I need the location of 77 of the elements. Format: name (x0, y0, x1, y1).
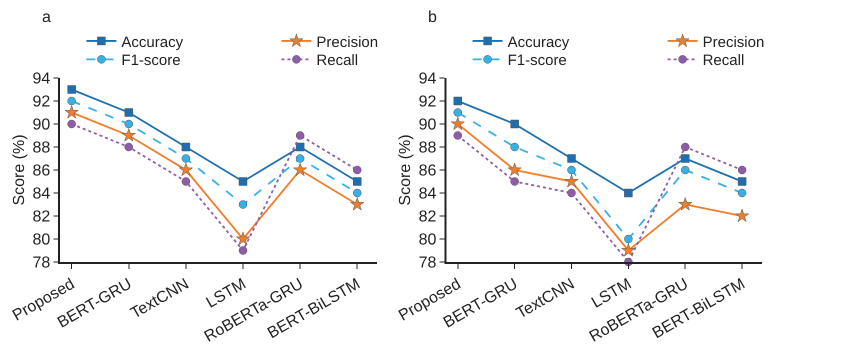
point (238, 200, 248, 209)
legend-label: F1-score (121, 52, 181, 70)
point (454, 131, 462, 140)
y-tick-label: 84 (418, 186, 437, 203)
point (621, 243, 636, 256)
point (450, 116, 465, 130)
chart-title: a (42, 9, 51, 26)
point (182, 177, 190, 186)
point (238, 177, 248, 186)
y-tick-label: 88 (32, 140, 50, 157)
y-tick-label: 94 (32, 70, 50, 88)
y-tick-label: 84 (32, 186, 50, 203)
legend-label: Precision (316, 34, 378, 51)
y-tick-label: 78 (418, 254, 437, 272)
point (296, 131, 304, 140)
legend-label: Accuracy (508, 34, 570, 51)
point (238, 246, 248, 255)
point (454, 108, 462, 117)
point (296, 142, 304, 152)
point (296, 154, 304, 163)
y-tick-label: 82 (418, 208, 437, 226)
y-tick-label: 78 (32, 254, 50, 272)
point (236, 232, 250, 245)
y-tick-label: 90 (32, 116, 50, 134)
point (178, 162, 193, 176)
point (564, 174, 578, 188)
point (738, 177, 746, 186)
point (738, 188, 746, 198)
y-axis-title: Score (%) (397, 134, 414, 206)
y-tick-label: 90 (418, 116, 437, 134)
point (510, 142, 519, 152)
point (124, 108, 134, 117)
point (124, 120, 134, 128)
point (124, 142, 134, 152)
point (454, 96, 462, 106)
point (678, 197, 692, 210)
point (64, 105, 79, 118)
point (567, 188, 576, 198)
point (67, 96, 76, 106)
point (182, 142, 190, 152)
point (182, 154, 190, 163)
chart-title: b (428, 9, 437, 26)
legend-label: Precision (702, 34, 764, 51)
point (624, 188, 633, 198)
point (735, 208, 750, 222)
y-tick-label: 94 (418, 70, 437, 88)
point (510, 177, 519, 186)
y-tick-label: 92 (418, 94, 437, 111)
point (508, 162, 522, 176)
point (122, 128, 136, 142)
legend-label: Recall (702, 52, 744, 70)
y-tick-label: 88 (418, 140, 437, 157)
point (350, 197, 364, 210)
point (680, 166, 690, 174)
legend-label: Accuracy (121, 34, 184, 51)
point (680, 154, 690, 163)
legend-label: F1-score (508, 52, 567, 70)
y-tick-label: 86 (418, 162, 437, 180)
y-tick-label: 80 (418, 232, 437, 249)
point (293, 162, 308, 176)
legend-label: Recall (316, 52, 358, 70)
point (510, 120, 519, 128)
point (738, 166, 746, 174)
y-axis-title: Score (%) (10, 134, 28, 206)
y-tick-label: 82 (32, 208, 50, 226)
point (67, 120, 76, 128)
point (352, 177, 362, 186)
point (624, 234, 633, 244)
y-tick-label: 80 (32, 232, 50, 249)
y-tick-label: 86 (32, 162, 50, 180)
point (567, 154, 576, 163)
point (67, 85, 76, 94)
y-tick-label: 92 (32, 94, 50, 111)
point (567, 166, 576, 174)
point (680, 142, 690, 152)
point (352, 166, 362, 174)
point (352, 188, 362, 198)
